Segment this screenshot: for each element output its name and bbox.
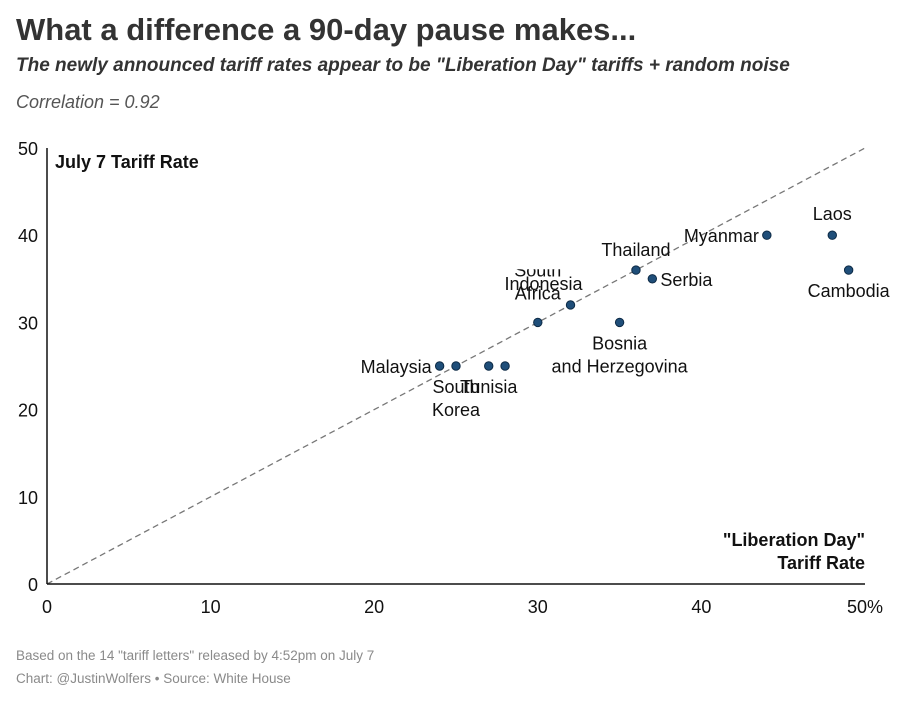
x-tick-label: 10 (201, 597, 221, 617)
x-tick-label: 0 (42, 597, 52, 617)
x-tick-label: 30 (528, 597, 548, 617)
data-point (614, 317, 625, 328)
point-label: Myanmar (684, 226, 759, 246)
chart-subtitle: The newly announced tariff rates appear … (16, 55, 790, 76)
x-tick-label: 40 (691, 597, 711, 617)
x-tick-label: 20 (364, 597, 384, 617)
point-label: Malaysia (361, 357, 433, 377)
y-tick-label: 50 (18, 139, 38, 159)
point-label: Cambodia (808, 281, 891, 301)
x-tick-label: 50% (847, 597, 883, 617)
y-tick-label: 20 (18, 401, 38, 421)
point-label: Indonesia (504, 274, 583, 294)
data-point (451, 361, 461, 371)
y-tick-label: 40 (18, 226, 38, 246)
data-point (647, 274, 658, 284)
data-point (434, 361, 445, 371)
axes (46, 148, 865, 585)
correlation-note: Correlation = 0.92 (16, 92, 160, 112)
data-point (500, 361, 510, 371)
data-point (762, 230, 772, 240)
y-tick-label: 10 (18, 488, 38, 508)
footnote-source-note: Based on the 14 "tariff letters" release… (16, 648, 375, 663)
chart-title: What a difference a 90-day pause makes..… (16, 12, 637, 47)
y-axis-label: July 7 Tariff Rate (55, 152, 199, 172)
data-point (484, 361, 494, 371)
x-tick-labels: 0 10 20 30 40 50% (42, 597, 883, 617)
point-label: Laos (813, 204, 852, 224)
data-point (533, 317, 543, 328)
y-tick-label: 30 (18, 313, 38, 333)
data-points (434, 230, 854, 371)
point-label: South Africa (514, 260, 562, 303)
footnote-credit: Chart: @JustinWolfers • Source: White Ho… (16, 671, 291, 686)
scatter-chart: 0 10 20 30 40 50% 0 10 20 30 40 50 July 7 Tariff R… (18, 139, 891, 617)
point-label: Tunisia (460, 377, 518, 397)
point-label: Serbia (660, 270, 713, 290)
point-label: South Korea (432, 377, 481, 420)
point-label: Thailand (601, 240, 670, 260)
data-point (827, 230, 837, 240)
point-label: Bosnia and Herzegovina (552, 333, 689, 376)
data-point (565, 300, 576, 310)
y-tick-labels: 0 10 20 30 40 50 (18, 139, 38, 595)
data-point (843, 265, 854, 275)
x-axis-label: "Liberation Day" Tariff Rate (723, 530, 865, 573)
data-point (631, 265, 641, 275)
y-tick-label: 0 (28, 575, 38, 595)
